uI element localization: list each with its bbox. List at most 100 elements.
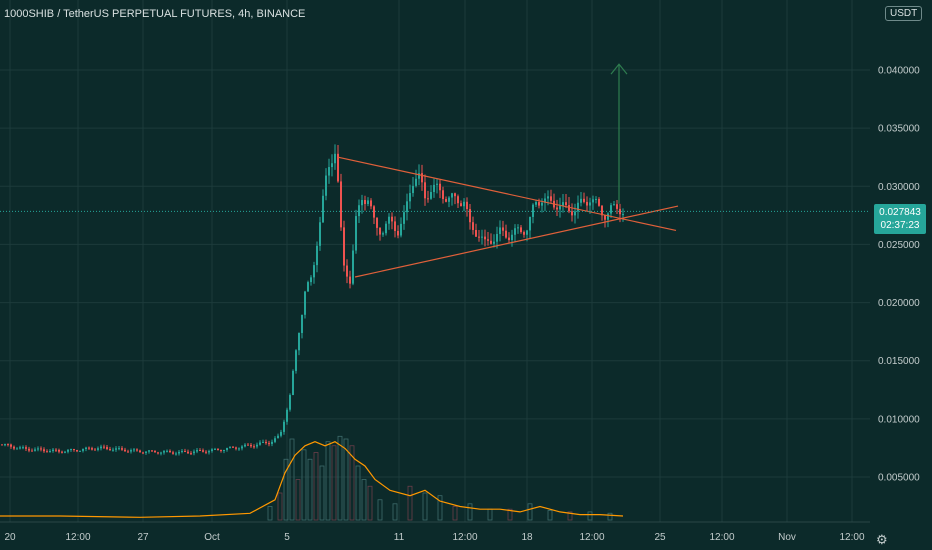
candle-body [505, 230, 507, 238]
x-axis[interactable]: 20 12:00 27 Oct 5 11 12:00 18 12:00 25 12:00 Nov 12:… [0, 521, 870, 543]
candle-body [61, 451, 63, 453]
candle-body [85, 447, 87, 449]
candle-body [379, 227, 381, 235]
candle-body [463, 201, 465, 207]
volume-bar [301, 449, 307, 521]
candle-body [4, 444, 6, 446]
candle-body [202, 450, 204, 452]
chart-title: 1000SHIB / TetherUS PERPETUAL FUTURES, 4… [4, 8, 306, 20]
candle-body [328, 167, 330, 176]
candle-body [43, 449, 45, 452]
candle-body [436, 183, 438, 185]
candle-body [46, 451, 48, 453]
y-tick-label: 0.025000 [878, 240, 920, 251]
candle-body [100, 446, 102, 449]
candle-body [469, 208, 471, 223]
candle-body [454, 193, 456, 197]
candle-body [556, 207, 558, 210]
candle-body [70, 448, 72, 450]
candle-body [124, 449, 126, 452]
candle-body [406, 201, 408, 213]
candle-body [442, 190, 444, 200]
candle-body [364, 200, 366, 204]
candle-body [562, 202, 564, 206]
x-tick-label: 25 [654, 532, 666, 543]
candle-body [400, 223, 402, 236]
volume-bar [361, 479, 367, 521]
candle-body [517, 227, 519, 229]
candle-body [211, 449, 213, 452]
candle-body [580, 198, 582, 203]
candle-body [529, 216, 531, 231]
volume-bar [267, 506, 273, 521]
candle-body [487, 239, 489, 241]
candle-body [31, 450, 33, 452]
candlestick-series [1, 144, 624, 456]
target-arrow[interactable] [610, 63, 628, 204]
last-price-tag: 0.027843 02:37:23 [874, 204, 926, 234]
candle-body [55, 449, 57, 451]
candle-body [430, 192, 432, 199]
candle-body [550, 196, 552, 201]
chart-grid [0, 0, 870, 522]
candle-body [118, 448, 120, 450]
candle-body [343, 227, 345, 266]
candle-body [373, 206, 375, 218]
candle-body [271, 441, 273, 444]
candle-body [52, 449, 54, 452]
candle-body [241, 446, 243, 449]
candle-body [403, 212, 405, 224]
y-axis[interactable]: 0.040000 0.035000 0.030000 0.025000 0.020000… [878, 66, 920, 484]
candle-body [154, 450, 156, 453]
candle-body [19, 447, 21, 449]
volume-bar [607, 512, 613, 521]
candle-body [523, 232, 525, 235]
volume-bar [319, 465, 325, 521]
candle-body [322, 195, 324, 223]
candle-body [208, 451, 210, 453]
triangle-lower-trendline[interactable] [354, 205, 679, 278]
candle-body [7, 444, 9, 446]
candle-body [133, 449, 135, 451]
candle-body [331, 163, 333, 168]
candle-body [511, 234, 513, 241]
candle-body [79, 450, 81, 452]
gear-icon[interactable]: ⚙ [876, 532, 888, 547]
candle-body [607, 213, 609, 220]
candle-body [106, 447, 108, 450]
candle-body [616, 204, 618, 209]
volume-bar [392, 503, 398, 521]
candle-body [520, 227, 522, 233]
candle-body [448, 197, 450, 202]
candle-body [325, 175, 327, 196]
candle-body [568, 205, 570, 212]
candle-body [310, 277, 312, 283]
candle-body [166, 450, 168, 452]
candle-body [427, 198, 429, 200]
y-tick-label: 0.040000 [878, 66, 920, 77]
candle-body [112, 449, 114, 451]
volume-bar [349, 445, 355, 521]
x-tick-label: 5 [284, 532, 290, 543]
candle-body [502, 227, 504, 231]
candle-body [217, 448, 219, 451]
candle-body [34, 449, 36, 451]
candle-body [619, 208, 621, 215]
candle-body [256, 444, 258, 447]
x-tick-label: 12:00 [579, 532, 604, 543]
candle-body [547, 196, 549, 199]
candle-body [301, 314, 303, 334]
volume-bar [283, 458, 289, 521]
candle-body [157, 452, 159, 454]
candle-body [292, 370, 294, 396]
candle-body [571, 211, 573, 216]
candle-body [262, 441, 264, 443]
candle-body [193, 451, 195, 454]
candle-body [196, 450, 198, 452]
y-tick-label: 0.020000 [878, 298, 920, 309]
candle-body [16, 448, 18, 450]
currency-badge[interactable]: USDT [885, 6, 923, 21]
candle-body [457, 196, 459, 204]
candle-body [538, 202, 540, 206]
